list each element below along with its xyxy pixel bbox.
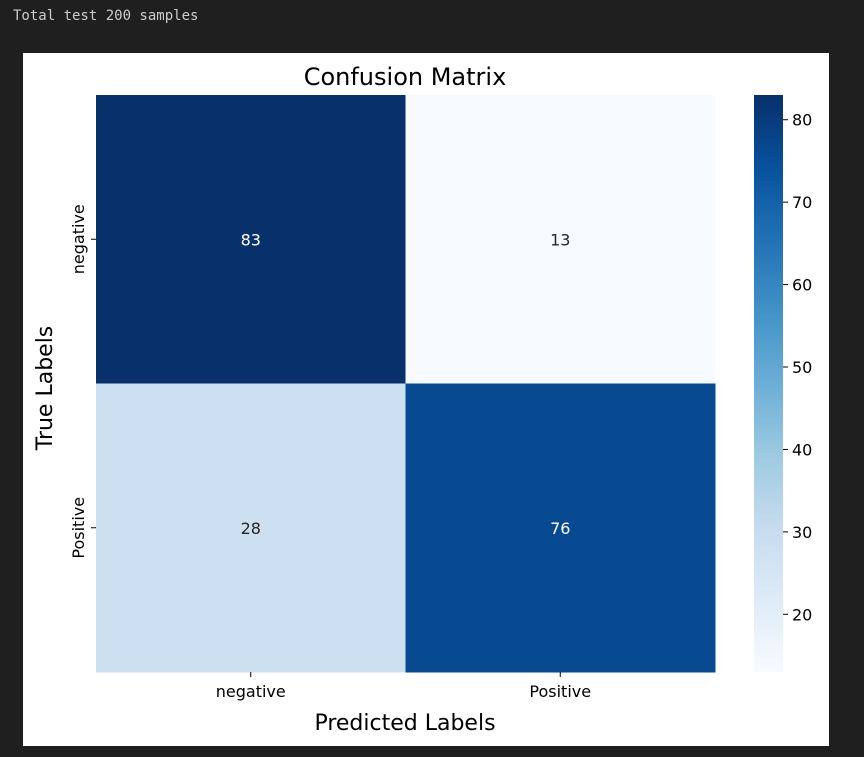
x-tick-label: negative <box>216 682 286 701</box>
heatmap-cell <box>96 95 406 384</box>
colorbar-tick-label: 30 <box>792 523 812 542</box>
confusion-matrix-chart: Confusion Matrix Predicted Labels True L… <box>33 63 812 736</box>
x-tick-label: Positive <box>529 682 591 701</box>
heatmap-cells: 83 13 28 76 <box>96 95 716 673</box>
colorbar-gradient <box>754 95 783 672</box>
colorbar-tick-label: 80 <box>792 111 812 130</box>
colorbar-tick-label: 60 <box>792 276 812 295</box>
colorbar: 20 30 40 50 60 70 80 <box>754 95 812 672</box>
y-tick-label: Positive <box>69 497 88 559</box>
x-axis-ticks: negative Positive <box>216 672 591 701</box>
heatmap-cell <box>96 383 406 673</box>
cell-output-text: Total test 200 samples <box>13 8 199 24</box>
heatmap-cell <box>405 383 716 673</box>
chart-figure: Confusion Matrix Predicted Labels True L… <box>23 53 829 746</box>
cell-value-label: 76 <box>550 519 570 538</box>
heatmap-cell <box>405 95 716 384</box>
x-axis-label: Predicted Labels <box>314 711 495 736</box>
colorbar-tick-label: 20 <box>792 605 812 624</box>
y-axis-label: True Labels <box>33 326 58 452</box>
colorbar-tick-label: 70 <box>792 193 812 212</box>
y-axis-ticks: negative Positive <box>69 204 96 559</box>
colorbar-tick-label: 40 <box>792 440 812 459</box>
cell-value-label: 83 <box>241 230 261 249</box>
colorbar-tick-label: 50 <box>792 358 812 377</box>
y-tick-label: negative <box>69 204 88 274</box>
cell-value-label: 13 <box>550 230 570 249</box>
chart-title: Confusion Matrix <box>304 63 507 91</box>
cell-value-label: 28 <box>241 519 261 538</box>
